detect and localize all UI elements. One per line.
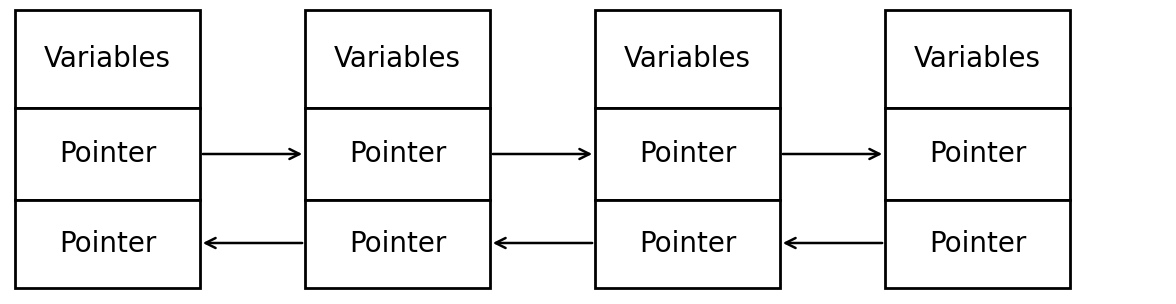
Bar [886,108,1070,200]
Text: Variables: Variables [624,45,751,73]
Bar [595,200,780,288]
Bar [305,108,490,200]
Text: Pointer: Pointer [639,140,736,168]
Bar [886,200,1070,288]
Bar [595,10,780,108]
Text: Pointer: Pointer [349,140,446,168]
Bar [305,200,490,288]
Text: Pointer: Pointer [59,140,156,168]
Bar [886,10,1070,108]
Text: Pointer: Pointer [929,140,1027,168]
Bar [15,108,200,200]
Text: Variables: Variables [334,45,461,73]
Bar [15,10,200,108]
Text: Pointer: Pointer [639,230,736,258]
Text: Variables: Variables [44,45,171,73]
Text: Variables: Variables [914,45,1041,73]
Text: Pointer: Pointer [59,230,156,258]
Bar [15,200,200,288]
Text: Pointer: Pointer [349,230,446,258]
Bar [595,108,780,200]
Bar [305,10,490,108]
Text: Pointer: Pointer [929,230,1027,258]
